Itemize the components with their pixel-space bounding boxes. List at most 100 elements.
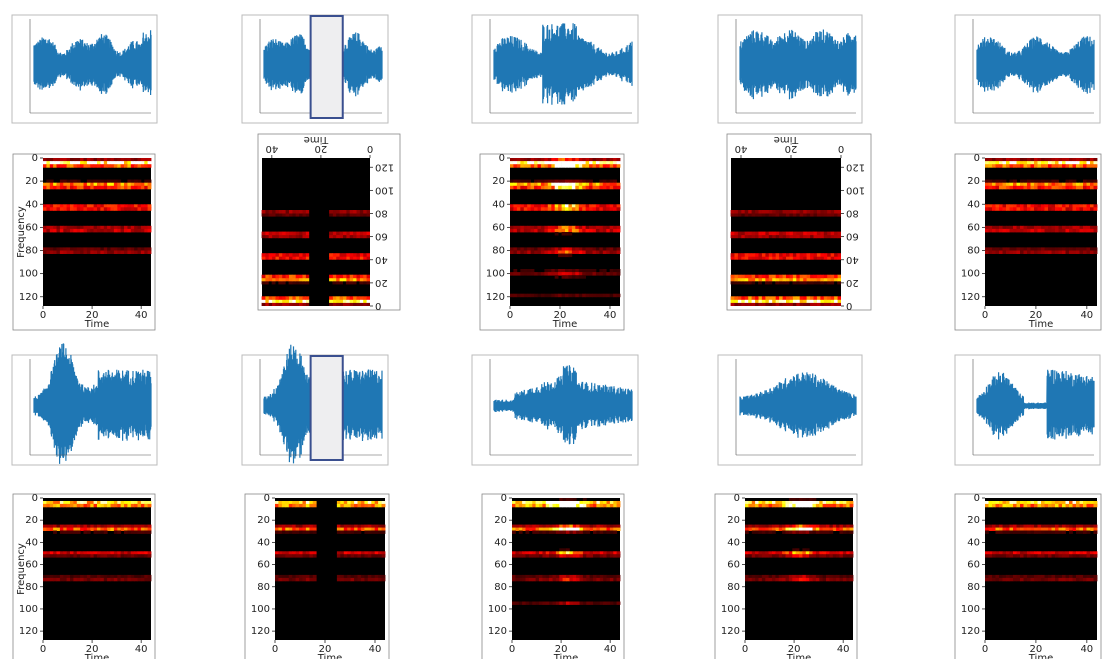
spectrogram-cell — [375, 501, 379, 504]
spectrogram-cell — [775, 281, 779, 285]
spectrogram-cell — [1055, 525, 1059, 528]
spectrogram-cell — [100, 229, 104, 233]
spectrogram-cell — [1013, 247, 1017, 251]
spectrogram-cell — [1083, 161, 1087, 165]
spectrogram-cell — [596, 158, 600, 162]
spectrogram-cell — [53, 528, 57, 531]
spectrogram-cell — [1006, 504, 1010, 507]
spectrogram-cell — [275, 575, 279, 578]
spectrogram-cell — [796, 278, 800, 282]
spectrogram-cell — [748, 213, 752, 217]
spectrogram-cell — [141, 161, 145, 165]
spectrogram-cell — [43, 158, 47, 162]
spectrogram-cell — [837, 275, 841, 279]
spectrogram-cell — [549, 554, 553, 557]
spectrogram-cell — [46, 161, 50, 165]
spectrogram-cell — [349, 213, 353, 217]
spectrogram-cell — [566, 548, 570, 551]
spectrogram-cell — [617, 575, 621, 578]
spectrogram-cell — [1017, 229, 1021, 233]
spectrogram-cell — [1003, 229, 1007, 233]
spectrogram-cell — [117, 525, 121, 528]
spectrogram-cell — [752, 501, 756, 504]
spectrogram-cell — [551, 161, 555, 165]
spectrogram-cell — [613, 161, 617, 165]
spectrogram-cell — [566, 525, 570, 528]
spectrogram-cell — [985, 180, 989, 184]
spectrogram-cell — [813, 210, 817, 214]
spectrogram-cell — [117, 183, 121, 187]
spectrogram-cell — [593, 501, 597, 504]
spectrogram-cell — [769, 554, 773, 557]
spectrogram-cell — [813, 498, 817, 501]
spectrogram-cell — [573, 501, 577, 504]
spectrogram-cell — [67, 164, 71, 168]
spectrogram-cell — [302, 275, 306, 279]
spectrogram-cell — [772, 256, 776, 260]
spectrogram-cell — [1031, 528, 1035, 531]
spectrogram-cell — [813, 578, 817, 581]
spectrogram-cell — [519, 578, 523, 581]
spectrogram-cell — [751, 278, 755, 282]
spectrogram-cell — [1059, 531, 1063, 534]
spectrogram-cell — [138, 161, 142, 165]
spectrogram-cell — [563, 504, 567, 507]
spectrogram-cell — [368, 501, 372, 504]
x-axis-label: Time — [786, 653, 811, 659]
spectrogram-cell — [734, 299, 738, 303]
spectrogram-cell — [60, 204, 64, 208]
spectrogram-cell — [531, 269, 535, 273]
spectrogram-cell — [1052, 551, 1056, 554]
spectrogram-cell — [1055, 554, 1059, 557]
spectrogram-cell — [70, 204, 74, 208]
spectrogram-cell — [296, 578, 300, 581]
spectrogram-cell — [1094, 226, 1098, 230]
spectrogram-cell — [77, 207, 81, 211]
spectrogram-cell — [121, 226, 125, 230]
spectrogram-cell — [1083, 247, 1087, 251]
spectrogram-cell — [138, 554, 142, 557]
spectrogram-cell — [551, 164, 555, 168]
spectrogram-cell — [1076, 186, 1080, 190]
spectrogram-cell — [131, 247, 135, 251]
spectrogram-cell — [356, 213, 360, 217]
spectrogram-cell — [1010, 251, 1014, 255]
spectrogram-cell — [299, 501, 303, 504]
spectrogram-cell — [138, 180, 142, 184]
spectrogram-cell — [77, 229, 81, 233]
spectrogram-cell — [565, 272, 569, 276]
spectrogram-cell — [278, 504, 282, 507]
spectrogram-cell — [810, 210, 814, 214]
spectrogram-cell — [799, 501, 803, 504]
spectrogram-cell — [144, 226, 148, 230]
spectrogram-cell — [610, 186, 614, 190]
spectrogram-cell — [124, 207, 128, 211]
spectrogram-cell — [121, 578, 125, 581]
spectrogram-cell — [985, 531, 989, 534]
spectrogram-cell — [100, 551, 104, 554]
spectrogram-cell — [989, 525, 993, 528]
spectrogram-cell — [512, 504, 516, 507]
spectrogram-cell — [340, 525, 344, 528]
spectrogram-cell — [768, 210, 772, 214]
spectrogram-cell — [510, 226, 514, 230]
spectrogram-cell — [529, 602, 533, 605]
spectrogram-cell — [43, 161, 47, 165]
spectrogram-cell — [87, 525, 91, 528]
spectrogram-cell — [565, 204, 569, 208]
spectrogram-cell — [1010, 531, 1014, 534]
spectrogram-cell — [364, 551, 368, 554]
spectrogram-cell — [359, 281, 363, 285]
spectrogram-cell — [992, 158, 996, 162]
spectrogram-cell — [782, 299, 786, 303]
spectrogram-cell — [553, 504, 557, 507]
spectrogram-cell — [755, 256, 759, 260]
spectrogram-cell — [1006, 575, 1010, 578]
spectrogram-cell — [809, 525, 813, 528]
spectrogram-cell — [536, 501, 540, 504]
spectrogram-cell — [1069, 180, 1073, 184]
spectrogram-cell — [104, 204, 108, 208]
spectrogram-cell — [524, 180, 528, 184]
spectrogram-cell — [1013, 180, 1017, 184]
spectrogram-cell — [613, 164, 617, 168]
